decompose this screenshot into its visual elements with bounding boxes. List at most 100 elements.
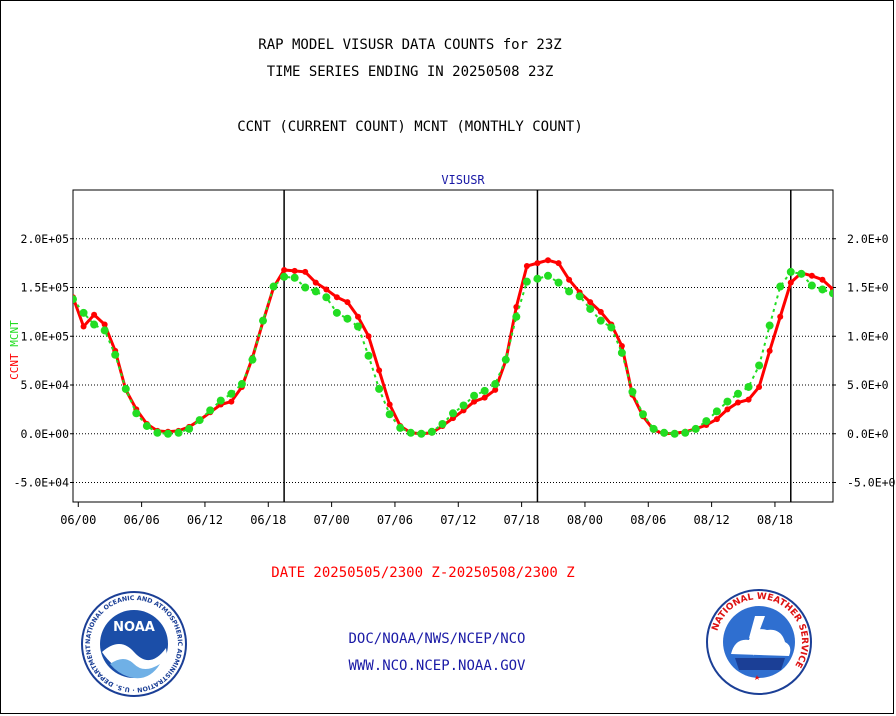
data-point-mcnt — [121, 384, 130, 393]
data-point-ccnt — [323, 286, 330, 293]
data-point-mcnt — [544, 271, 552, 280]
data-point-mcnt — [100, 326, 109, 335]
y-tick-label-right: 2.0E+0 — [847, 232, 889, 246]
data-point-mcnt — [765, 321, 774, 330]
data-point-mcnt — [807, 281, 816, 290]
data-point-mcnt — [174, 428, 183, 437]
data-point-mcnt — [512, 312, 521, 321]
data-point-mcnt — [533, 274, 542, 283]
data-point-mcnt — [755, 361, 764, 370]
y-tick-label-right: 1.5E+0 — [847, 281, 889, 295]
data-point-mcnt — [396, 423, 405, 432]
data-point-mcnt — [322, 293, 331, 302]
y-axis-label: CCNT MCNT — [8, 320, 21, 380]
data-point-mcnt — [459, 401, 468, 410]
x-tick-label: 08/06 — [630, 513, 666, 527]
data-point-mcnt — [164, 429, 172, 438]
data-point-mcnt — [681, 428, 690, 437]
data-point-mcnt — [501, 355, 510, 364]
data-point-mcnt — [744, 382, 753, 391]
data-point-mcnt — [364, 351, 373, 360]
data-point-ccnt — [355, 313, 361, 320]
data-point-mcnt — [290, 273, 299, 282]
data-point-mcnt — [438, 420, 447, 428]
data-point-mcnt — [723, 397, 732, 406]
data-point-mcnt — [427, 427, 436, 436]
data-point-mcnt — [776, 282, 785, 291]
data-point-ccnt — [566, 276, 573, 283]
data-point-mcnt — [617, 348, 626, 357]
plot-title: VISUSR — [441, 173, 485, 187]
data-point-ccnt — [101, 321, 108, 328]
y-tick-label-left: 0.0E+00 — [21, 427, 70, 441]
data-point-mcnt — [73, 295, 77, 304]
svg-text:NOAA: NOAA — [113, 620, 155, 635]
data-point-ccnt — [587, 299, 594, 306]
data-point-ccnt — [745, 396, 752, 403]
data-point-ccnt — [523, 263, 530, 270]
data-point-mcnt — [575, 292, 584, 301]
data-point-ccnt — [281, 266, 288, 273]
data-point-mcnt — [639, 410, 647, 419]
data-point-mcnt — [311, 287, 320, 296]
data-point-mcnt — [734, 389, 742, 398]
y-tick-label-left: 1.5E+05 — [21, 281, 69, 295]
date-range: DATE 20250505/2300 Z-20250508/2300 Z — [271, 565, 575, 581]
data-point-mcnt — [491, 380, 500, 389]
data-point-mcnt — [153, 428, 162, 437]
data-point-ccnt — [344, 299, 351, 306]
data-point-ccnt — [724, 406, 731, 413]
data-point-ccnt — [597, 308, 604, 315]
data-point-mcnt — [670, 429, 679, 438]
data-point-mcnt — [797, 269, 806, 278]
data-point-ccnt — [841, 304, 847, 310]
y-tick-label-left: 2.0E+05 — [21, 232, 69, 246]
y-tick-label-right: 0.0E+0 — [847, 427, 889, 441]
data-point-mcnt — [417, 429, 426, 438]
data-point-ccnt — [386, 401, 393, 408]
data-point-ccnt — [513, 304, 520, 310]
y-tick-label-right: 1.0E+0 — [847, 329, 889, 343]
noaa-logo-icon: NATIONAL OCEANIC AND ATMOSPHERIC ADMINIS… — [80, 590, 187, 697]
data-point-mcnt — [660, 428, 669, 437]
data-point-ccnt — [228, 398, 235, 405]
data-point-mcnt — [354, 322, 362, 331]
data-point-ccnt — [534, 260, 541, 267]
y-tick-label-right: 5.0E+0 — [847, 378, 889, 392]
data-point-mcnt — [586, 304, 595, 313]
data-point-mcnt — [702, 417, 711, 426]
x-tick-label: 06/18 — [250, 513, 286, 527]
data-point-mcnt — [565, 287, 574, 296]
data-point-mcnt — [79, 308, 88, 317]
data-point-mcnt — [216, 396, 225, 405]
data-point-ccnt — [481, 394, 488, 401]
data-point-mcnt — [712, 407, 721, 416]
data-point-mcnt — [480, 386, 489, 395]
data-point-mcnt — [111, 350, 120, 359]
data-point-ccnt — [365, 333, 372, 340]
data-point-ccnt — [808, 272, 815, 279]
y-axis-label-mcnt: MCNT — [8, 320, 21, 347]
data-point-ccnt — [766, 347, 773, 354]
chart-title-line1: RAP MODEL VISUSR DATA COUNTS for 23Z — [258, 37, 562, 53]
data-point-mcnt — [248, 355, 257, 364]
data-point-mcnt — [280, 272, 289, 281]
data-point-mcnt — [596, 316, 605, 325]
series-mcnt — [73, 267, 833, 438]
data-point-ccnt — [819, 276, 826, 283]
data-point-ccnt — [376, 367, 383, 374]
data-point-ccnt — [555, 260, 562, 267]
footer-link-doc[interactable]: DOC/NOAA/NWS/NCEP/NCO — [348, 631, 526, 647]
data-point-mcnt — [470, 391, 479, 400]
y-tick-label-right: -5.0E+0 — [847, 476, 896, 490]
x-tick-label: 08/12 — [694, 513, 730, 527]
plot-area — [72, 189, 834, 503]
data-point-ccnt — [291, 267, 298, 274]
data-point-ccnt — [312, 279, 319, 286]
data-point-mcnt — [227, 389, 236, 398]
footer-link-www[interactable]: WWW.NCO.NCEP.NOAA.GOV — [348, 658, 526, 674]
data-point-mcnt — [691, 424, 700, 433]
x-tick-label: 06/12 — [187, 513, 223, 527]
data-point-ccnt — [735, 399, 741, 406]
